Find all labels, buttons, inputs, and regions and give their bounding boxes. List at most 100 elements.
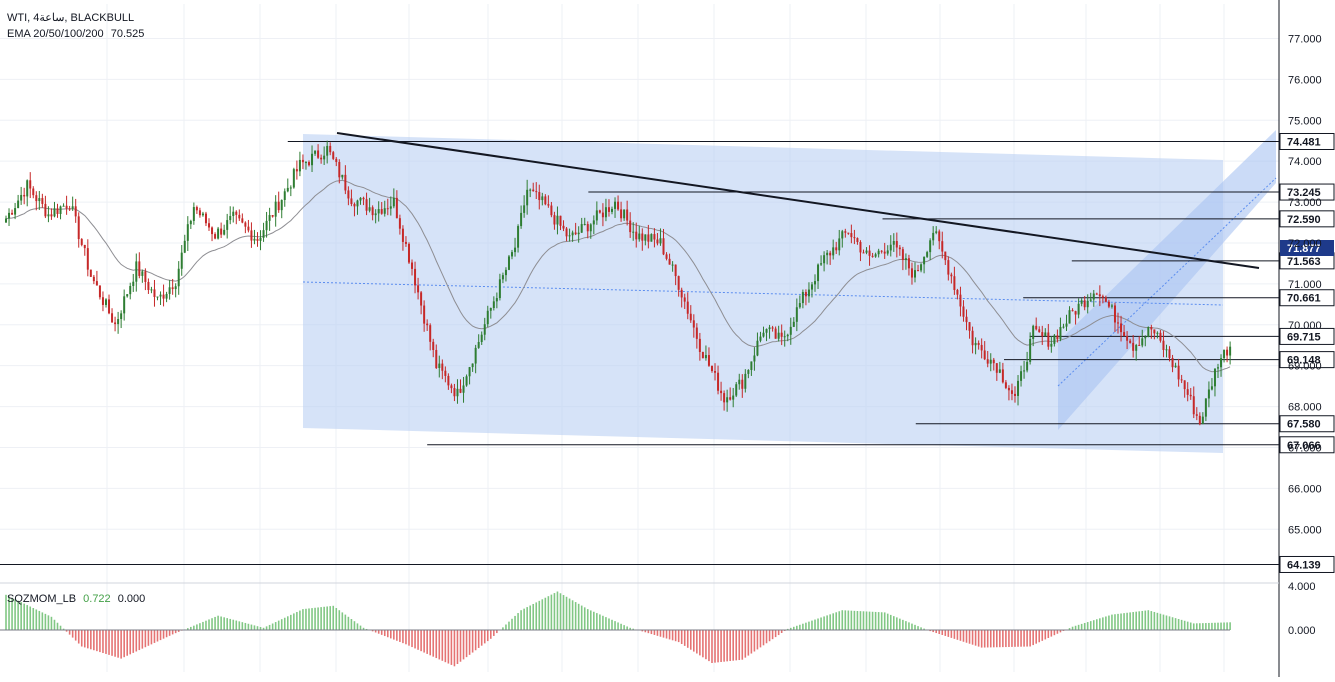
candle-body — [929, 240, 932, 253]
candle-body — [183, 240, 186, 253]
oscillator-header: SQZMOM_LB 0.722 0.000 — [7, 593, 149, 605]
candle-body — [492, 301, 495, 309]
candle-body — [841, 231, 844, 239]
candle-body — [235, 211, 238, 215]
candle-body — [568, 235, 571, 237]
candle-body — [26, 180, 29, 197]
candle-body — [741, 379, 744, 389]
candle-body — [1162, 340, 1165, 350]
candle-body — [77, 216, 80, 240]
candle-body — [244, 222, 247, 227]
candle-body — [274, 201, 277, 217]
candle-body — [465, 376, 468, 386]
candle-body — [426, 323, 429, 326]
candle-body — [817, 264, 820, 282]
candle-body — [1144, 336, 1147, 339]
candle-body — [735, 384, 738, 396]
candle-body — [38, 198, 41, 202]
symbol-line: WTI, 4ساعة, BLACKBULL — [7, 12, 135, 24]
candle-body — [680, 289, 683, 298]
candle-body — [659, 238, 662, 244]
candle-body — [917, 270, 920, 272]
y-tick-label: 75.000 — [1288, 115, 1322, 127]
candle-body — [562, 225, 565, 229]
candle-body — [126, 294, 129, 297]
level-tag — [1279, 415, 1335, 433]
candle-body — [750, 361, 753, 371]
level-tag-label: 67.580 — [1287, 419, 1321, 431]
candle-body — [401, 228, 404, 242]
candle-body — [280, 199, 283, 211]
candle-body — [95, 281, 98, 286]
candle-body — [374, 213, 377, 216]
descending-trendline[interactable] — [336, 132, 1260, 269]
candle-body — [526, 189, 529, 206]
candle-body — [1204, 398, 1207, 417]
candle-body — [856, 238, 859, 243]
candle-body — [1017, 380, 1020, 396]
candle-body — [271, 215, 274, 217]
candle-body — [738, 379, 741, 385]
candle-body — [553, 215, 556, 225]
candle-body — [956, 289, 959, 295]
y-tick-label: 67.000 — [1288, 442, 1322, 454]
candle-body — [1110, 305, 1113, 307]
candle-body — [941, 241, 944, 252]
candle-body — [326, 145, 329, 156]
candle-body — [789, 326, 792, 335]
candle-body — [120, 313, 123, 320]
candle-body — [1174, 365, 1177, 368]
candle-body — [826, 252, 829, 256]
candle-body — [638, 233, 641, 240]
candle-body — [386, 208, 389, 210]
candle-body — [892, 241, 895, 245]
candle-body — [1098, 294, 1101, 297]
level-tag — [1279, 555, 1335, 573]
candle-body — [901, 249, 904, 261]
candle-body — [353, 203, 356, 207]
candle-body — [871, 255, 874, 257]
candle-body — [674, 264, 677, 277]
level-tag-label: 70.661 — [1287, 293, 1321, 305]
candle-body — [880, 250, 883, 252]
level-tag-label: 69.148 — [1287, 355, 1321, 367]
candle-body — [623, 209, 626, 219]
candle-body — [341, 174, 344, 178]
candle-body — [208, 223, 211, 228]
candle-body — [583, 224, 586, 226]
candle-body — [580, 224, 583, 233]
candle-body — [950, 274, 953, 277]
candle-body — [141, 271, 144, 276]
candle-body — [710, 365, 713, 372]
candle-body — [477, 341, 480, 348]
candle-body — [304, 162, 307, 164]
candle-body — [135, 261, 138, 282]
candle-body — [14, 208, 17, 215]
candle-body — [544, 196, 547, 205]
candle-body — [1047, 332, 1050, 347]
candle-body — [104, 299, 107, 305]
candle-body — [983, 350, 986, 360]
candle-body — [507, 256, 510, 270]
candle-body — [847, 232, 850, 234]
candle-body — [732, 395, 735, 400]
candle-body — [647, 234, 650, 242]
candle-body — [1150, 327, 1153, 330]
candle-body — [620, 209, 623, 219]
level-tag-label: 74.481 — [1287, 136, 1321, 148]
candle-body — [1210, 386, 1213, 390]
candle-body — [80, 239, 83, 245]
candle-body — [707, 355, 710, 366]
candle-body — [717, 372, 720, 391]
candle-body — [283, 191, 286, 200]
candle-body — [768, 327, 771, 330]
candle-body — [168, 287, 171, 294]
level-tag — [1279, 183, 1335, 201]
candle-body — [277, 201, 280, 211]
candle-body — [523, 205, 526, 213]
candles — [5, 140, 1232, 426]
candle-body — [1135, 344, 1138, 351]
candle-body — [1213, 368, 1216, 387]
